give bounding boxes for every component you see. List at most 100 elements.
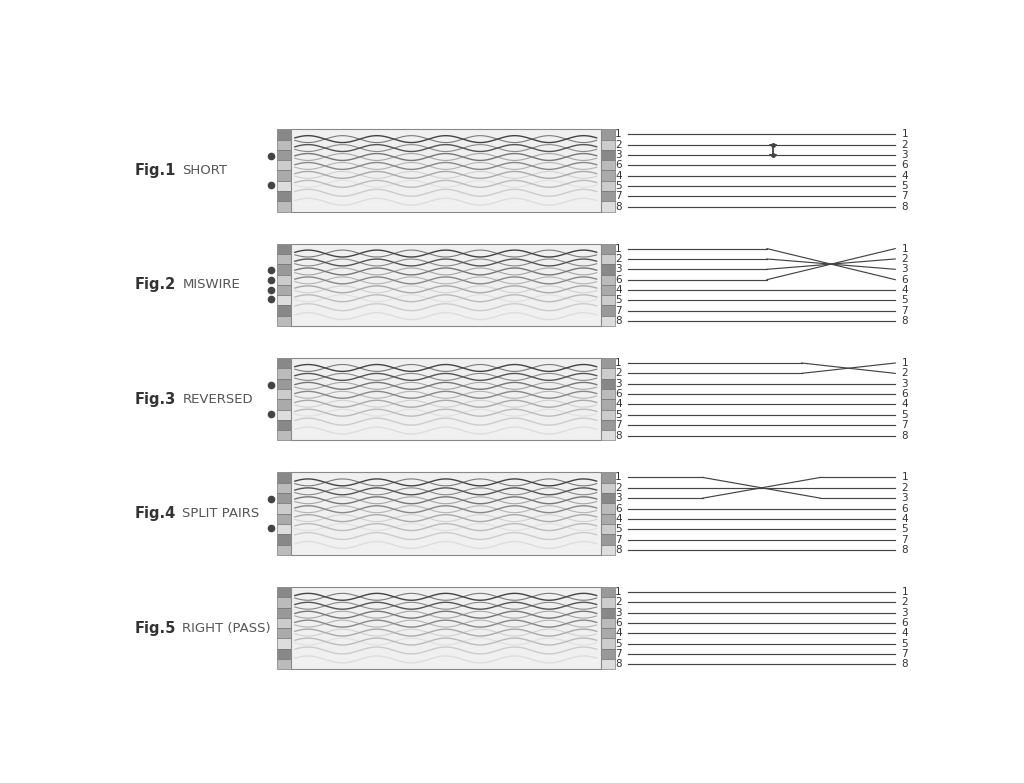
- Text: 5: 5: [901, 639, 908, 648]
- Bar: [276, 358, 291, 368]
- Bar: [601, 587, 614, 597]
- Text: 6: 6: [615, 389, 622, 399]
- Text: 2: 2: [901, 483, 908, 493]
- Bar: [276, 638, 291, 648]
- Text: 3: 3: [901, 265, 908, 274]
- Text: 5: 5: [615, 410, 622, 420]
- Text: 8: 8: [901, 431, 908, 441]
- Bar: [601, 514, 614, 524]
- Bar: [601, 139, 614, 150]
- Bar: [601, 264, 614, 275]
- Text: 2: 2: [615, 483, 622, 493]
- Bar: [601, 483, 614, 493]
- Text: RIGHT (PASS): RIGHT (PASS): [182, 622, 271, 634]
- Bar: [601, 150, 614, 160]
- Text: 3: 3: [615, 493, 622, 503]
- Bar: [291, 472, 601, 555]
- Bar: [276, 285, 291, 295]
- Text: 5: 5: [901, 410, 908, 420]
- Bar: [601, 358, 614, 368]
- Text: 4: 4: [901, 399, 908, 410]
- Text: 6: 6: [901, 618, 908, 628]
- Bar: [276, 316, 291, 326]
- Bar: [276, 503, 291, 514]
- Bar: [276, 493, 291, 503]
- Bar: [601, 493, 614, 503]
- Bar: [601, 201, 614, 211]
- Text: 4: 4: [615, 171, 622, 181]
- Text: 6: 6: [615, 618, 622, 628]
- Text: 3: 3: [615, 608, 622, 618]
- Bar: [601, 316, 614, 326]
- Text: 4: 4: [615, 628, 622, 638]
- Text: 4: 4: [615, 285, 622, 295]
- Text: 1: 1: [615, 129, 622, 139]
- Text: Fig.3: Fig.3: [134, 392, 175, 406]
- Text: 7: 7: [901, 305, 908, 316]
- Text: 2: 2: [901, 368, 908, 378]
- Bar: [601, 305, 614, 316]
- Text: 7: 7: [901, 535, 908, 545]
- Bar: [276, 368, 291, 379]
- Text: 2: 2: [901, 254, 908, 264]
- Text: 7: 7: [615, 535, 622, 545]
- Bar: [601, 171, 614, 181]
- Text: 1: 1: [615, 358, 622, 368]
- Text: 2: 2: [615, 254, 622, 264]
- Bar: [601, 597, 614, 608]
- Text: 4: 4: [615, 514, 622, 524]
- Bar: [276, 191, 291, 201]
- Text: 3: 3: [901, 493, 908, 503]
- Text: SHORT: SHORT: [182, 164, 227, 177]
- Bar: [276, 410, 291, 420]
- Bar: [276, 254, 291, 264]
- Text: 4: 4: [901, 285, 908, 295]
- Bar: [276, 244, 291, 254]
- Text: 5: 5: [901, 295, 908, 305]
- Text: 2: 2: [615, 139, 622, 150]
- Bar: [276, 472, 291, 483]
- Bar: [276, 399, 291, 410]
- Bar: [276, 597, 291, 608]
- Bar: [276, 201, 291, 211]
- Text: 8: 8: [615, 202, 622, 211]
- Bar: [276, 139, 291, 150]
- Text: Fig.2: Fig.2: [134, 277, 175, 292]
- Bar: [601, 160, 614, 171]
- Text: 1: 1: [901, 244, 908, 254]
- Text: 5: 5: [615, 295, 622, 305]
- Bar: [276, 545, 291, 555]
- Text: 2: 2: [615, 368, 622, 378]
- Text: 7: 7: [901, 649, 908, 659]
- Text: 2: 2: [901, 597, 908, 608]
- Text: 7: 7: [615, 649, 622, 659]
- Bar: [276, 150, 291, 160]
- Text: 3: 3: [615, 150, 622, 160]
- Bar: [276, 181, 291, 191]
- Bar: [601, 399, 614, 410]
- Text: 6: 6: [615, 275, 622, 285]
- Bar: [601, 659, 614, 669]
- Text: 1: 1: [901, 587, 908, 597]
- Bar: [601, 545, 614, 555]
- Bar: [291, 129, 601, 211]
- Bar: [276, 389, 291, 399]
- Text: 8: 8: [615, 659, 622, 669]
- Text: 3: 3: [615, 265, 622, 274]
- Text: 7: 7: [615, 305, 622, 316]
- Bar: [291, 358, 601, 441]
- Bar: [276, 608, 291, 618]
- Bar: [601, 648, 614, 659]
- Text: 4: 4: [901, 514, 908, 524]
- Text: 2: 2: [901, 139, 908, 150]
- Text: 3: 3: [901, 379, 908, 388]
- Bar: [276, 483, 291, 493]
- Text: 7: 7: [901, 191, 908, 201]
- Bar: [601, 285, 614, 295]
- Text: 5: 5: [615, 181, 622, 191]
- Bar: [276, 295, 291, 305]
- Bar: [601, 472, 614, 483]
- Text: 6: 6: [901, 389, 908, 399]
- Bar: [276, 587, 291, 597]
- Text: 4: 4: [615, 399, 622, 410]
